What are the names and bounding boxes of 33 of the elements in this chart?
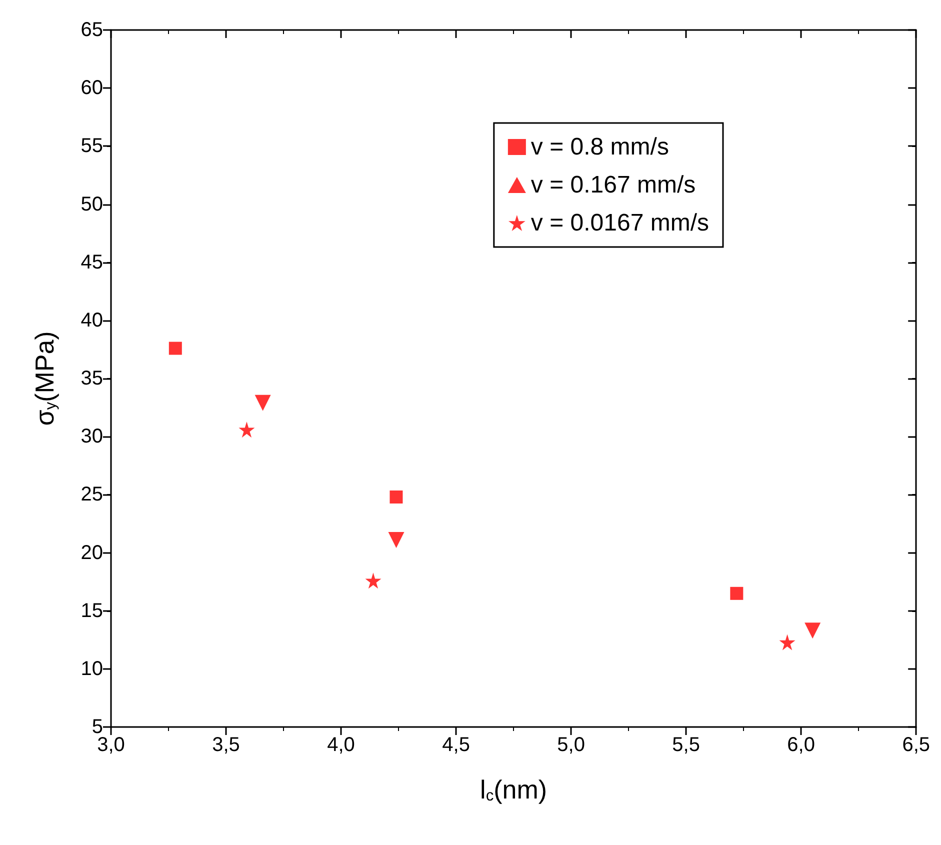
x-tick-label: 3,5 [212, 734, 240, 756]
point [730, 586, 744, 600]
x-tick-label: 5,0 [557, 734, 585, 756]
legend-label: v = 0.167 mm/s [530, 172, 696, 198]
y-tick-label: 50 [80, 193, 103, 216]
y-tick-label: 40 [80, 309, 103, 332]
y-tick-label: 20 [80, 542, 103, 564]
point [365, 572, 382, 589]
point [388, 532, 404, 548]
y-tick-label: 65 [80, 19, 103, 41]
x-tick-label: 4,5 [442, 734, 470, 756]
x-axis-title: lc(nm) [480, 774, 548, 804]
legend-label: v = 0.8 mm/s [530, 134, 669, 160]
point [168, 342, 182, 355]
x-tick-label: 6,5 [902, 734, 930, 756]
y-tick-label: 60 [80, 77, 103, 100]
point [390, 490, 403, 504]
y-tick-label: 55 [80, 135, 103, 158]
legend-label: v = 0.0167 mm/s [530, 210, 709, 236]
y-axis-title: σy(MPa) [30, 331, 60, 426]
point [238, 422, 255, 438]
y-tick-label: 30 [80, 426, 103, 448]
point [254, 394, 271, 411]
point [804, 622, 821, 639]
x-tick-label: 4,0 [327, 734, 355, 756]
y-tick-label: 10 [80, 658, 103, 680]
y-tick-label: 15 [80, 600, 103, 622]
y-tick-label: 45 [80, 251, 103, 274]
y-tick-label: 25 [80, 484, 103, 506]
x-tick-label: 6,0 [787, 734, 815, 756]
point [779, 634, 796, 650]
y-tick-label: 35 [80, 368, 103, 390]
x-tick-label: 5,5 [672, 734, 700, 756]
